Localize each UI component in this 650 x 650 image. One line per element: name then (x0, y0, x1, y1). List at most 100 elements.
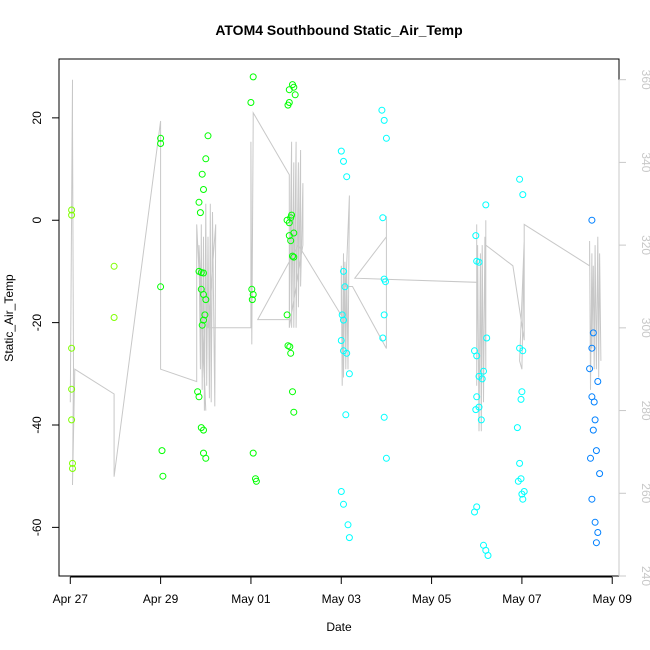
data-point (198, 321, 206, 329)
data-point (159, 472, 167, 480)
data-point (202, 296, 210, 304)
y-tick-label: -20 (30, 314, 44, 332)
data-point (337, 337, 345, 344)
x-tick-label: Apr 29 (143, 592, 179, 606)
data-point (591, 518, 599, 526)
y2-tick-label: 240 (639, 566, 650, 586)
data-point (592, 447, 600, 455)
x-tick-label: Apr 27 (53, 592, 89, 606)
data-point (519, 495, 527, 503)
data-point (380, 311, 388, 319)
x-axis: Apr 27 Apr 29 May 01 May 03 May 05 May 07 May … (53, 576, 632, 606)
data-point (594, 529, 602, 536)
data-point (201, 311, 209, 319)
data-point (343, 349, 351, 357)
data-point (283, 311, 291, 319)
data-point (475, 403, 483, 411)
data-point (285, 99, 293, 106)
data-point (285, 219, 293, 227)
y2-tick-label: 360 (639, 70, 650, 90)
data-point (194, 388, 202, 396)
data-point (200, 426, 207, 434)
data-point (248, 296, 256, 304)
y2-axis-right: 240 260 280 300 320 340 360 (618, 70, 650, 586)
data-point (291, 91, 299, 99)
data-point (340, 157, 347, 165)
data-point (484, 552, 492, 559)
data-point (157, 283, 165, 291)
data-point (519, 347, 527, 355)
data-point (594, 378, 602, 385)
data-point (289, 388, 296, 396)
data-points (68, 73, 604, 559)
data-point (204, 132, 212, 140)
data-point (517, 475, 525, 483)
data-point (196, 209, 204, 217)
data-point (517, 395, 525, 403)
data-point (69, 465, 76, 472)
data-point (68, 344, 76, 352)
data-point (516, 459, 524, 467)
data-point (157, 140, 165, 147)
y-axis-label: Static_Air_Temp (2, 274, 16, 362)
data-point (287, 349, 295, 357)
x-tick-label: May 01 (231, 592, 271, 606)
data-point (338, 311, 346, 319)
data-point (472, 232, 480, 240)
x-tick-label: May 07 (502, 592, 542, 606)
data-point (587, 454, 594, 462)
data-point (290, 83, 298, 91)
data-point (473, 352, 481, 360)
data-point (110, 314, 118, 321)
data-point (110, 262, 118, 270)
data-point (341, 283, 349, 291)
data-point (596, 470, 604, 478)
y-tick-label: -60 (30, 518, 44, 536)
data-point (480, 367, 487, 375)
data-point (290, 408, 298, 416)
x-tick-label: May 03 (322, 592, 362, 606)
y-tick-label: -40 (30, 416, 44, 434)
data-point (473, 503, 481, 511)
data-point (382, 454, 390, 462)
y-tick-label: 20 (30, 111, 44, 125)
data-point (249, 449, 257, 457)
data-point (202, 155, 210, 163)
secondary-line-path (69, 79, 602, 486)
data-point (591, 416, 599, 424)
data-point (290, 253, 298, 261)
data-point (252, 477, 260, 485)
data-point (340, 500, 347, 508)
data-point (200, 186, 207, 193)
data-point (478, 375, 486, 383)
data-point (345, 370, 353, 378)
data-point (289, 252, 296, 260)
data-point (382, 134, 390, 142)
data-point (198, 170, 206, 178)
data-point (342, 411, 350, 419)
secondary-line (69, 79, 602, 486)
data-point (290, 229, 298, 237)
data-point (345, 534, 353, 542)
data-point (378, 106, 386, 114)
data-point (483, 334, 491, 342)
data-point (158, 447, 166, 455)
data-point (589, 426, 597, 434)
data-point (380, 116, 388, 124)
data-point (68, 416, 76, 424)
data-point (157, 134, 165, 142)
x-axis-label: Date (326, 620, 352, 634)
data-point (513, 424, 521, 432)
data-point (247, 99, 255, 106)
data-point (337, 147, 345, 155)
data-point (68, 206, 76, 214)
data-point (337, 488, 345, 495)
data-point (518, 388, 526, 396)
data-point (589, 329, 597, 337)
data-point (68, 211, 76, 219)
y2-tick-label: 320 (639, 235, 650, 255)
y-axis: -60 -40 -20 0 20 (30, 111, 60, 536)
x-tick-label: May 05 (412, 592, 452, 606)
plot-frame (58, 58, 620, 577)
